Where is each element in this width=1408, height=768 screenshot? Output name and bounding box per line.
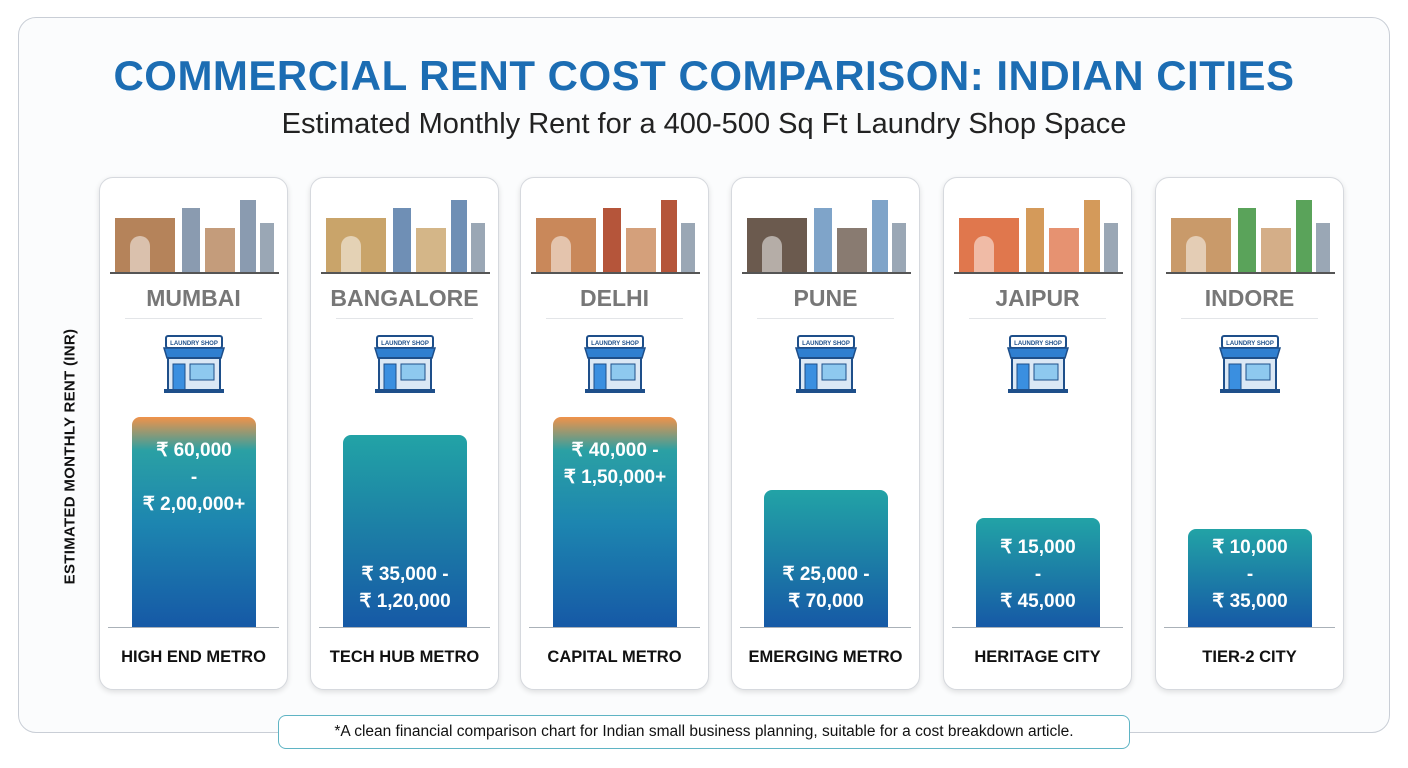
bar-label-line: - xyxy=(190,467,198,488)
bar-label-line: ₹ 10,000 xyxy=(1212,537,1288,558)
city-name: JAIPUR xyxy=(995,285,1080,311)
bar-label-line: - xyxy=(1034,564,1042,585)
svg-text:LAUNDRY SHOP: LAUNDRY SHOP xyxy=(1226,341,1274,347)
bar-label-line: ₹ 60,000 xyxy=(156,440,232,461)
divider xyxy=(1181,318,1318,319)
laundry-shop-icon: LAUNDRY SHOP xyxy=(794,335,858,393)
baseline xyxy=(108,627,279,628)
city-tier-label: HIGH END METRO xyxy=(121,648,266,666)
city-name: PUNE xyxy=(793,285,858,311)
y-axis-label: ESTIMATED MONTHLY RENT (INR) xyxy=(61,328,79,585)
baseline xyxy=(952,627,1123,628)
divider xyxy=(546,318,683,319)
bar-label-line: ₹ 35,000 - xyxy=(361,564,449,585)
laundry-shop-icon: LAUNDRY SHOP xyxy=(1006,335,1070,393)
city-skyline-icon xyxy=(954,200,1123,274)
bar-label-line: ₹ 70,000 xyxy=(788,591,864,612)
svg-text:LAUNDRY SHOP: LAUNDRY SHOP xyxy=(381,341,429,347)
bar-label-line: ₹ 1,20,000 xyxy=(359,591,451,612)
baseline xyxy=(529,627,700,628)
city-card: DELHI LAUNDRY SHOP ₹ 40,000 - ₹ 1,50,000+… xyxy=(520,177,709,690)
city-card: JAIPUR LAUNDRY SHOP ₹ 15,000 - ₹ 45,000 HE… xyxy=(943,177,1132,690)
svg-text:LAUNDRY SHOP: LAUNDRY SHOP xyxy=(591,341,639,347)
city-name: INDORE xyxy=(1204,285,1295,311)
laundry-shop-icon: LAUNDRY SHOP xyxy=(583,335,647,393)
bar-label-line: ₹ 2,00,000+ xyxy=(142,494,246,515)
divider xyxy=(125,318,262,319)
baseline xyxy=(740,627,911,628)
bar-label-line: - xyxy=(1246,564,1254,585)
rent-bar: ₹ 60,000 - ₹ 2,00,000+ xyxy=(132,417,256,627)
rent-bar: ₹ 35,000 - ₹ 1,20,000 xyxy=(343,435,467,627)
city-card: BANGALORE LAUNDRY SHOP ₹ 35,000 - ₹ 1,20,… xyxy=(310,177,499,690)
chart-title: COMMERCIAL RENT COST COMPARISON: INDIAN … xyxy=(113,52,1295,99)
baseline xyxy=(1164,627,1335,628)
chart-subtitle: Estimated Monthly Rent for a 400-500 Sq … xyxy=(281,108,1127,140)
footnote: *A clean financial comparison chart for … xyxy=(278,715,1130,749)
rent-bar: ₹ 15,000 - ₹ 45,000 xyxy=(976,517,1100,627)
city-skyline-icon xyxy=(531,200,700,274)
baseline xyxy=(319,627,490,628)
bar-label-line: ₹ 1,50,000+ xyxy=(563,467,667,488)
laundry-shop-icon: LAUNDRY SHOP xyxy=(1218,335,1282,393)
city-card: MUMBAI LAUNDRY SHOP ₹ 60,000 - ₹ 2,00,000+… xyxy=(99,177,288,690)
bar-label-line: ₹ 45,000 xyxy=(1000,591,1076,612)
bar-label-line: ₹ 15,000 xyxy=(1000,537,1076,558)
divider xyxy=(757,318,894,319)
city-skyline-icon xyxy=(742,200,911,274)
divider xyxy=(336,318,473,319)
city-tier-label: CAPITAL METRO xyxy=(547,648,682,666)
rent-bar: ₹ 25,000 - ₹ 70,000 xyxy=(764,490,888,627)
svg-text:LAUNDRY SHOP: LAUNDRY SHOP xyxy=(802,341,850,347)
city-tier-label: TECH HUB METRO xyxy=(329,648,480,666)
city-name: MUMBAI xyxy=(146,285,241,311)
bar-label-line: ₹ 40,000 - xyxy=(571,440,659,461)
city-skyline-icon xyxy=(110,200,279,274)
bar-label-line: ₹ 25,000 - xyxy=(782,564,870,585)
city-tier-label: EMERGING METRO xyxy=(748,648,903,666)
city-skyline-icon xyxy=(321,200,490,274)
laundry-shop-icon: LAUNDRY SHOP xyxy=(373,335,437,393)
svg-text:LAUNDRY SHOP: LAUNDRY SHOP xyxy=(1014,341,1062,347)
rent-bar: ₹ 10,000 - ₹ 35,000 xyxy=(1188,528,1312,627)
laundry-shop-icon: LAUNDRY SHOP xyxy=(162,335,226,393)
city-name: BANGALORE xyxy=(330,285,479,311)
city-card: PUNE LAUNDRY SHOP ₹ 25,000 - ₹ 70,000 EME… xyxy=(731,177,920,690)
bar-label-line: ₹ 35,000 xyxy=(1212,591,1288,612)
divider xyxy=(969,318,1106,319)
city-card: INDORE LAUNDRY SHOP ₹ 10,000 - ₹ 35,000 TI… xyxy=(1155,177,1344,690)
city-tier-label: TIER-2 CITY xyxy=(1202,648,1297,666)
city-tier-label: HERITAGE CITY xyxy=(974,648,1101,666)
city-skyline-icon xyxy=(1166,200,1335,274)
city-name: DELHI xyxy=(580,285,649,311)
svg-text:LAUNDRY SHOP: LAUNDRY SHOP xyxy=(170,341,218,347)
rent-bar: ₹ 40,000 - ₹ 1,50,000+ xyxy=(553,417,677,627)
